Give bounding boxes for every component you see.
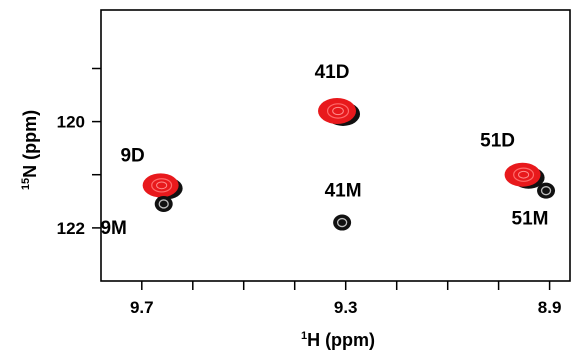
y-tick-label-122: 122 (57, 219, 85, 238)
peak-label-41d: 41D (315, 62, 350, 83)
peak-label-51d: 51D (480, 131, 515, 152)
peak-label-41m: 41M (325, 181, 362, 202)
peak-markers (142, 97, 556, 231)
x-tick-label-8-9: 8.9 (538, 298, 562, 317)
peak-51d (504, 162, 545, 189)
peak-label-9d: 9D (120, 145, 144, 166)
y-axis-label: 15N (ppm) (20, 110, 40, 190)
peak-9m (154, 195, 173, 212)
x-tick-label-9-3: 9.3 (334, 298, 358, 317)
axis-ticks (92, 67, 551, 290)
plot-frame (100, 9, 571, 282)
peak-41m (333, 214, 352, 231)
axis-tick-labels: 9.7 9.3 8.9 120 122 (57, 113, 562, 317)
x-tick-label-9-7: 9.7 (130, 298, 154, 317)
peak-9d (142, 173, 183, 200)
x-axis-label: 1H (ppm) (301, 330, 375, 350)
peak-label-51m: 51M (512, 209, 549, 230)
peak-label-9m: 9M (100, 218, 126, 239)
peak-51m (537, 182, 556, 199)
y-tick-label-120: 120 (57, 113, 85, 132)
peak-labels: 9D 41D 51D 9M 41M 51M (100, 62, 548, 239)
peak-41d (318, 97, 361, 126)
